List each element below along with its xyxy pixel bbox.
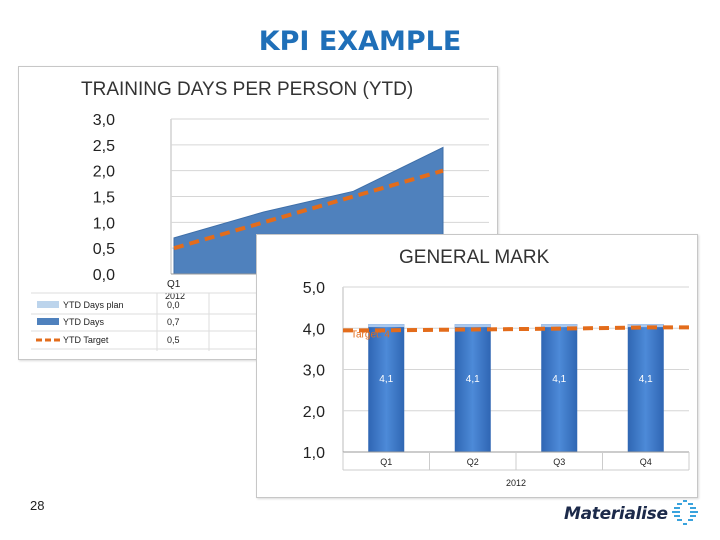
logo-text: Materialise	[564, 504, 668, 524]
y-tick-label: 2,0	[303, 404, 325, 421]
x-group-label: 2012	[506, 478, 526, 488]
x-group-label: 2012	[165, 291, 185, 301]
legend-swatch-ytd-days-plan	[37, 301, 59, 308]
y-tick-label: 1,5	[93, 190, 115, 207]
y-tick-label: 2,5	[93, 138, 115, 155]
x-category-label: Q4	[640, 457, 652, 467]
bar-cap	[454, 324, 491, 328]
y-tick-label: 5,0	[303, 280, 325, 297]
x-category-label: Q2	[467, 457, 479, 467]
target-label: Target: 4	[351, 329, 390, 340]
page-number: 28	[30, 498, 45, 513]
slide-title: KPI EXAMPLE	[258, 26, 462, 57]
y-tick-label: 2,0	[93, 164, 115, 181]
y-tick-label: 4,0	[303, 321, 325, 338]
chart-title: TRAINING DAYS PER PERSON (YTD)	[81, 79, 413, 100]
chart-title: GENERAL MARK	[399, 247, 550, 268]
bar-data-label: 4,1	[379, 374, 393, 385]
legend-swatch-ytd-days	[37, 318, 59, 325]
x-category-label: Q1	[167, 279, 181, 290]
y-tick-label: 0,0	[93, 267, 115, 284]
bar-cap	[627, 324, 664, 328]
y-tick-label: 1,0	[303, 445, 325, 462]
table-row-label: YTD Target	[63, 335, 109, 345]
materialise-logo: Materialise	[564, 498, 698, 530]
general-mark-chart: GENERAL MARK 1,0 2,0 3,0 4,0 5,0 4,1 4,1 4,1 4,1 T…	[256, 234, 698, 498]
general-mark-chart-svg: GENERAL MARK 1,0 2,0 3,0 4,0 5,0 4,1 4,1 4,1 4,1 T…	[303, 247, 690, 488]
series-ytd-target-line	[173, 168, 444, 251]
bar-data-label: 4,1	[552, 374, 566, 385]
bar-q2	[454, 324, 491, 452]
bar-q1	[368, 324, 405, 452]
bar-cap	[541, 324, 578, 328]
y-tick-label: 0,5	[93, 241, 115, 258]
bar-q4	[627, 324, 664, 452]
x-category-label: Q1	[380, 457, 392, 467]
bar-q3	[541, 324, 578, 452]
bar-data-label: 4,1	[639, 374, 653, 385]
bar-cap	[368, 324, 405, 328]
target-line	[343, 325, 689, 333]
x-category-label: Q3	[553, 457, 565, 467]
y-tick-label: 3,0	[93, 112, 115, 129]
y-tick-label: 1,0	[93, 215, 115, 232]
table-row-value: 0,7	[167, 317, 180, 327]
table-row-label: YTD Days plan	[63, 300, 124, 310]
table-row-value: 0,5	[167, 335, 180, 345]
table-row-label: YTD Days	[63, 317, 105, 327]
table-row-value: 0,0	[167, 300, 180, 310]
bar-data-label: 4,1	[466, 374, 480, 385]
y-tick-label: 3,0	[303, 363, 325, 380]
logo-burst-icon	[671, 500, 698, 525]
